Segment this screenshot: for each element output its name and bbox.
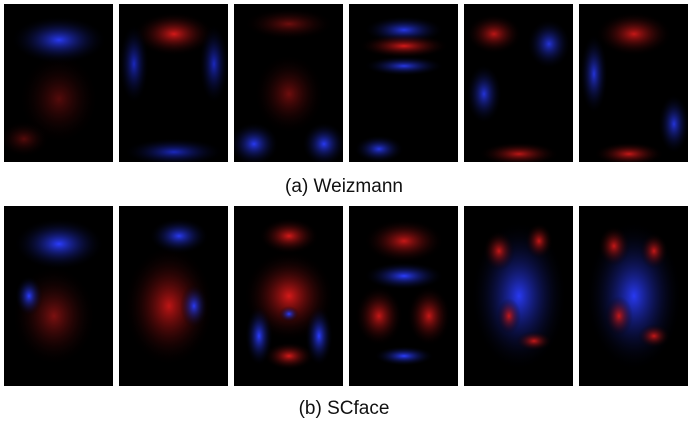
scface-face-1-image: [4, 206, 113, 386]
weizmann-face-4-image: [349, 4, 458, 162]
weizmann-face-3-image: [234, 4, 343, 162]
caption-scface: (b) SCface: [298, 398, 390, 419]
weizmann-face-6-image: [579, 4, 688, 162]
scface-face-6-image: [579, 206, 688, 386]
scface-face-5-image: [464, 206, 573, 386]
weizmann-face-2-image: [119, 4, 228, 162]
weizmann-face-1-image: [4, 4, 113, 162]
scface-face-4-image: [349, 206, 458, 386]
scface-face-2-image: [119, 206, 228, 386]
scface-face-3-image: [234, 206, 343, 386]
caption-weizmann: (a) Weizmann: [285, 176, 403, 197]
weizmann-face-5-image: [464, 4, 573, 162]
